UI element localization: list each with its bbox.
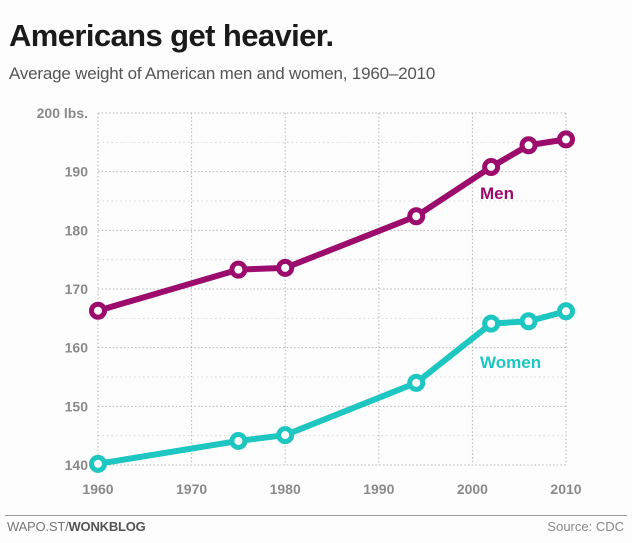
x-tick-label: 1990 — [363, 481, 394, 497]
women-line — [95, 308, 569, 467]
y-axis-tick-labels: 140 150 160 170 180 190 200 lbs. — [37, 105, 89, 473]
x-tick-label: 2000 — [457, 481, 488, 497]
men-point-2002 — [482, 157, 501, 176]
men-point-1994 — [407, 207, 426, 226]
men-point-1960 — [89, 301, 107, 320]
y-tick-label: 160 — [65, 340, 89, 356]
men-point-2006 — [519, 136, 538, 155]
footer-credit: WAPO.ST/WONKBLOG — [7, 519, 146, 534]
chart-subtitle: Average weight of American men and women… — [9, 64, 436, 83]
series-group — [89, 130, 575, 473]
x-tick-label: 2010 — [550, 481, 581, 497]
credit-prefix: WAPO.ST/ — [7, 519, 69, 534]
women-point-2002 — [482, 314, 501, 333]
credit-blog-name: WONKBLOG — [68, 519, 146, 534]
y-tick-label: 150 — [65, 398, 89, 414]
y-tick-label: 200 lbs. — [37, 105, 88, 121]
women-point-2006 — [519, 312, 538, 331]
y-tick-label: 140 — [65, 457, 89, 473]
footer-divider — [5, 515, 627, 516]
source-note: Source: CDC — [547, 519, 624, 534]
women-point-2010 — [557, 302, 575, 321]
women-point-1980 — [276, 426, 295, 445]
x-tick-label: 1980 — [270, 481, 301, 497]
series-women — [89, 302, 575, 473]
gridlines — [97, 112, 567, 466]
women-point-1994 — [407, 373, 426, 392]
y-tick-label: 170 — [65, 281, 89, 297]
men-series-label: Men — [480, 184, 514, 203]
y-tick-label: 190 — [65, 164, 89, 180]
women-point-1960 — [89, 454, 107, 473]
men-point-2010 — [557, 130, 575, 149]
x-tick-label: 1970 — [176, 481, 207, 497]
series-men — [89, 130, 575, 320]
x-tick-label: 1960 — [82, 481, 113, 497]
chart-title: Americans get heavier. — [9, 18, 334, 53]
women-series-label: Women — [480, 353, 541, 372]
series-labels: Men Women — [480, 184, 541, 372]
y-tick-label: 180 — [65, 222, 89, 238]
men-point-1980 — [276, 258, 295, 277]
women-point-1975 — [229, 431, 248, 450]
men-point-1975 — [229, 260, 248, 279]
x-axis-tick-labels: 1960 1970 1980 1990 2000 2010 — [82, 481, 581, 497]
